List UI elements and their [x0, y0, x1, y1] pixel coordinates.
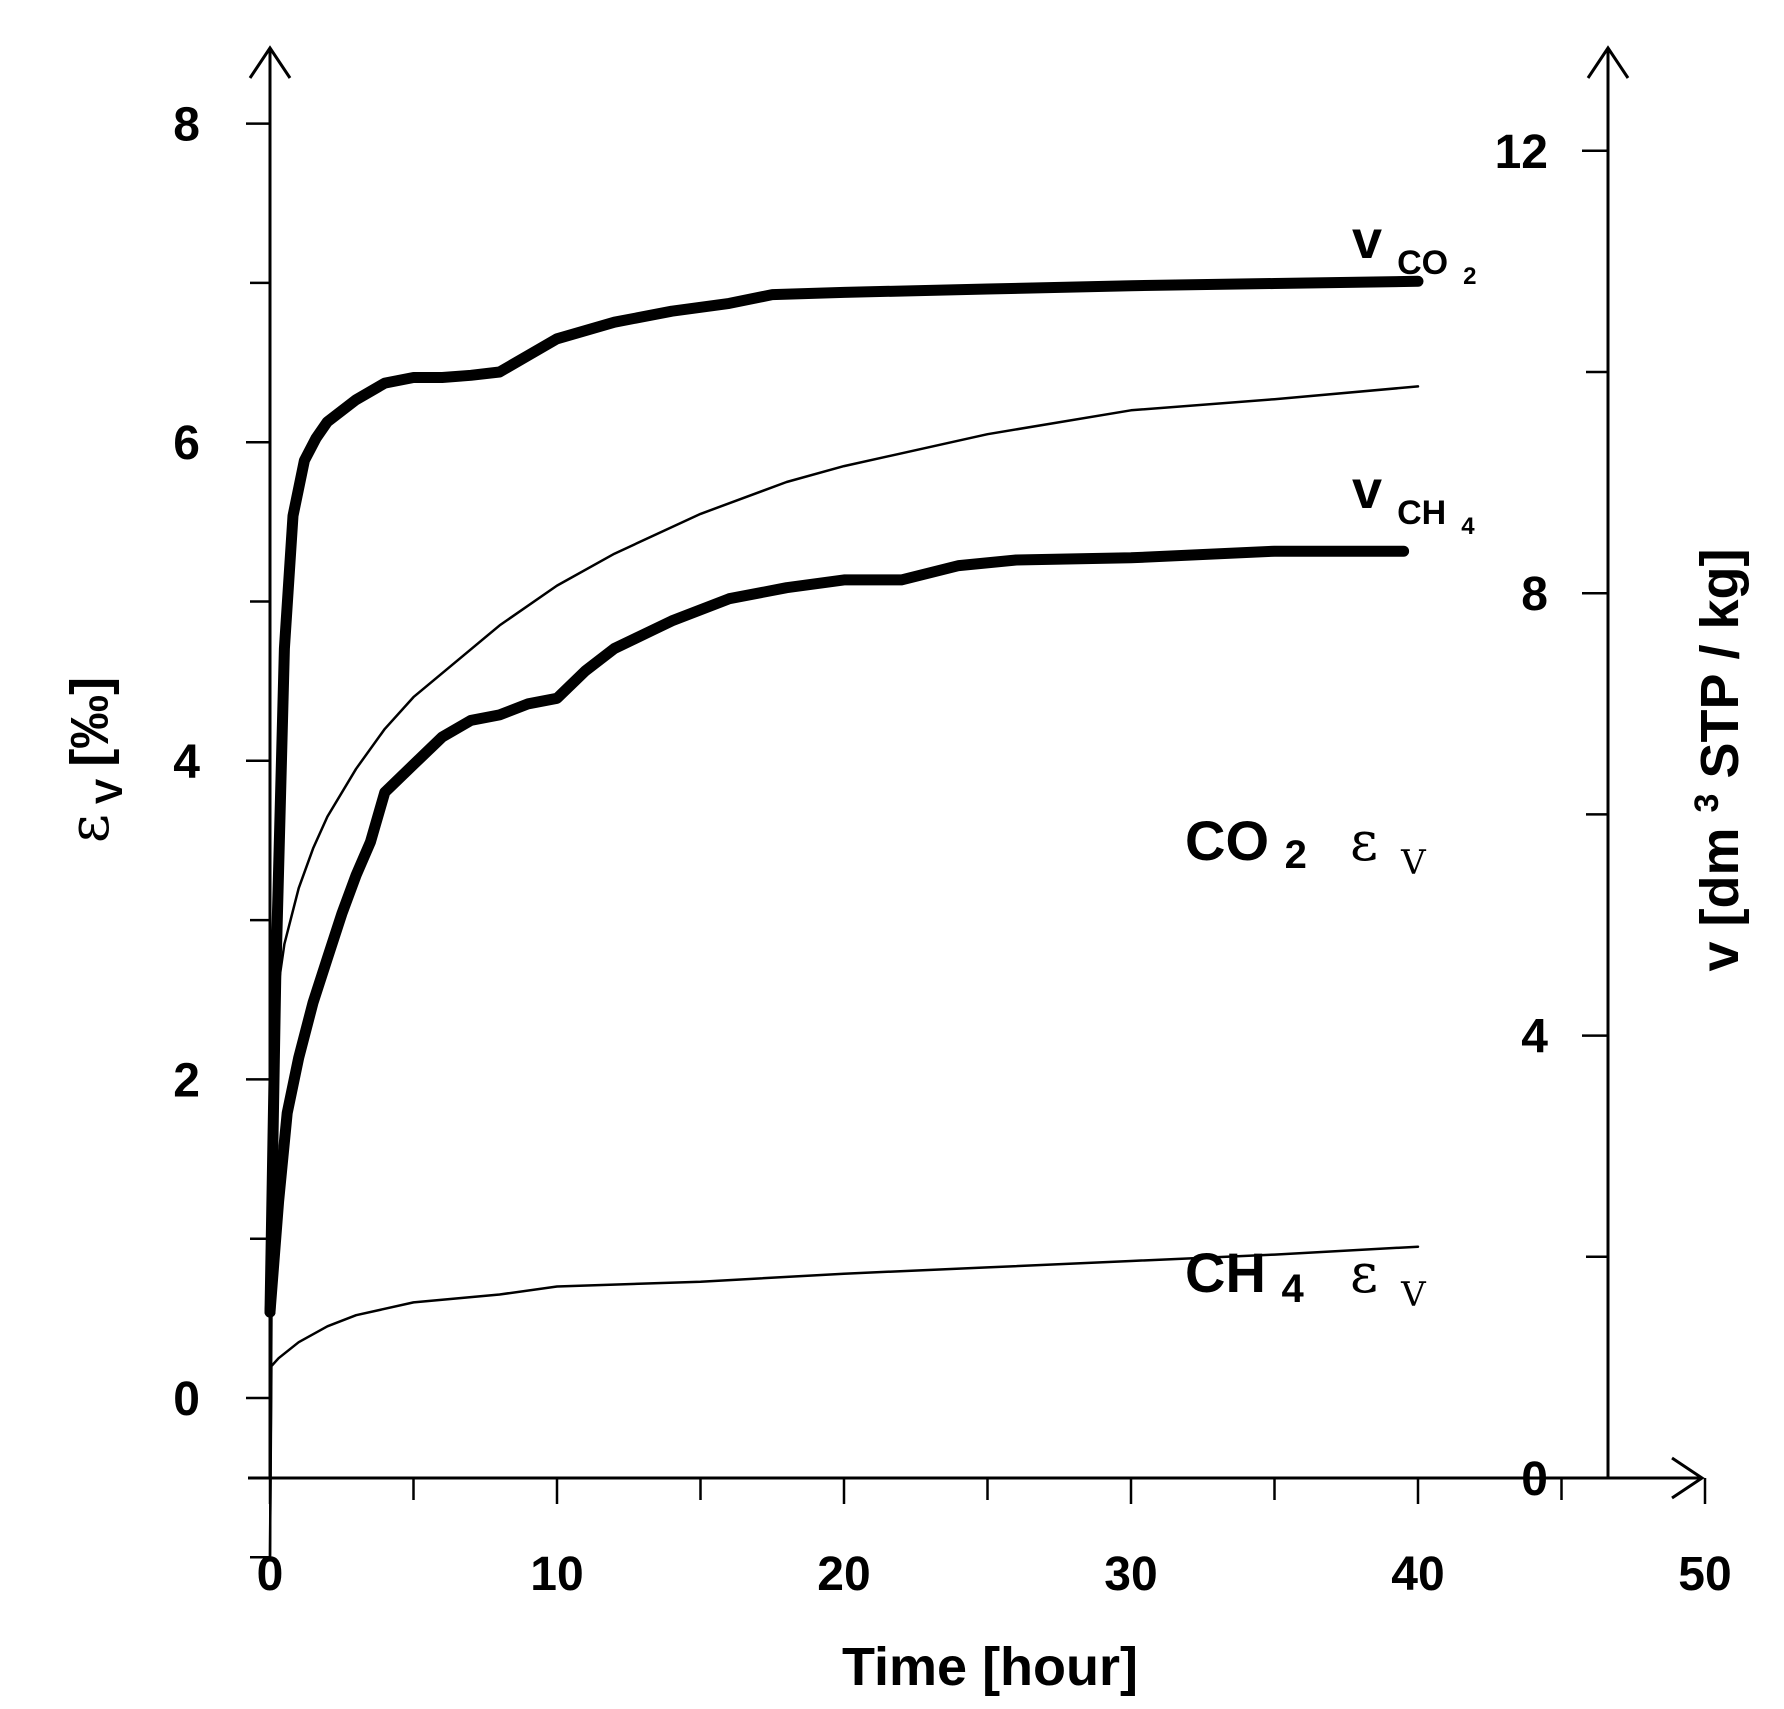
y-right-tick-label: 4 [1521, 1011, 1548, 1064]
y-right-axis-arrow [1586, 45, 1630, 79]
label-co2-eps-v: CO 2 [1185, 809, 1307, 877]
y-right-tick-label: 8 [1521, 568, 1548, 621]
svg-text:ε V [‰]: ε V [‰] [57, 677, 131, 843]
x-tick-label: 40 [1391, 1548, 1444, 1601]
x-axis-arrow [1671, 1456, 1705, 1500]
y-right-axis-title: v [dm 3 STP / kg] [1670, 548, 1750, 971]
x-tick-label: 20 [817, 1548, 870, 1601]
y-left-tick-label: 4 [173, 736, 200, 789]
y-left-axis-title: ε V [‰] [57, 677, 131, 843]
series-labels: v CO 2 v CH 4 CO 2 ε V CH 4 ε V [1185, 210, 1476, 1315]
x-axis-title: Time [hour] [842, 1637, 1138, 1697]
y-left-tick-label: 6 [173, 417, 200, 470]
label-ch4-eps-symbol: ε V [1350, 1242, 1427, 1315]
label-v-ch4: v CH 4 [1352, 460, 1475, 540]
x-tick-label: 30 [1104, 1548, 1157, 1601]
x-tick-label: 50 [1678, 1548, 1731, 1601]
label-ch4-eps-v: CH 4 [1185, 1241, 1304, 1311]
y-right-tick-label: 0 [1521, 1453, 1548, 1506]
svg-text:v [dm 3 STP / kg]: v [dm 3 STP / kg] [1670, 548, 1750, 971]
x-tick-label: 10 [530, 1548, 583, 1601]
series-v-co2 [264, 275, 1424, 1318]
label-co2-eps-symbol: ε V [1350, 810, 1427, 883]
series-co2-eps-v [268, 385, 1420, 1559]
series-layer [264, 275, 1424, 1559]
y-left-tick-label: 8 [173, 99, 200, 152]
y-right-tick-label: 12 [1495, 126, 1548, 179]
label-v-co2: v CO 2 [1352, 210, 1476, 290]
y-left-axis-arrow [248, 45, 292, 79]
series-v-ch4 [264, 545, 1410, 1318]
series-ch4-eps-v [268, 1245, 1420, 1559]
y-left-tick-label: 2 [173, 1054, 200, 1107]
y-left-tick-label: 0 [173, 1373, 200, 1426]
